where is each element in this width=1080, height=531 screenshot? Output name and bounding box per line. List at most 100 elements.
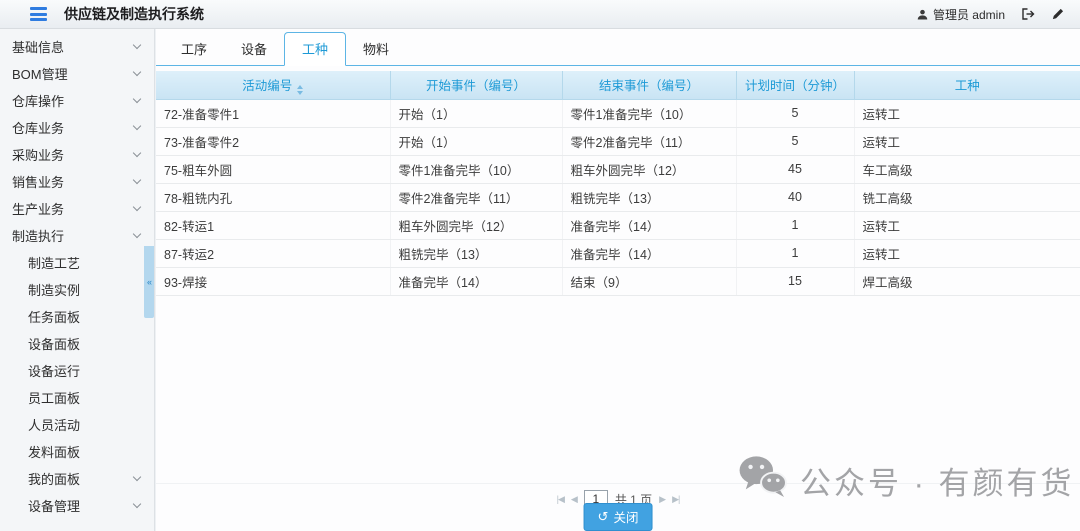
column-header-label: 计划时间（分钟） <box>744 79 845 94</box>
table-cell: 93-焊接 <box>156 267 391 296</box>
hamburger-menu-icon[interactable] <box>30 5 47 24</box>
table-row[interactable]: 87-转运2 粗铣完毕（13） 准备完毕（14） 1 运转工 <box>156 239 1080 268</box>
next-page-icon[interactable]: ▶ <box>659 493 666 504</box>
column-header[interactable]: 工种 <box>854 71 1080 100</box>
chevron-down-icon <box>132 229 142 239</box>
sidebar-item-label: 仓库业务 <box>12 121 65 136</box>
last-page-icon[interactable]: ▶| <box>672 493 680 504</box>
chevron-down-icon <box>132 40 142 50</box>
chevron-down-icon <box>132 472 142 482</box>
tab-工种[interactable]: 工种 <box>284 32 347 66</box>
sidebar-item[interactable]: 采购业务 <box>0 141 154 168</box>
sidebar-item[interactable]: 设备管理 <box>0 492 154 519</box>
sidebar-item[interactable]: BOM管理 <box>0 60 154 87</box>
sidebar-item[interactable]: 任务面板 <box>0 303 154 330</box>
tab-设备[interactable]: 设备 <box>241 42 268 57</box>
sidebar-item[interactable]: 员工面板 <box>0 384 154 411</box>
table-cell: 72-准备零件1 <box>156 99 391 128</box>
column-header[interactable]: 结束事件（编号） <box>562 71 737 100</box>
column-header[interactable]: 计划时间（分钟） <box>736 71 855 100</box>
app-title: 供应链及制造执行系统 <box>64 6 204 22</box>
table-cell: 45 <box>736 155 855 184</box>
column-header[interactable]: 开始事件（编号） <box>390 71 563 100</box>
sidebar-item-label: 销售业务 <box>12 175 65 190</box>
table-cell: 准备完毕（14） <box>562 211 737 240</box>
tab-工序[interactable]: 工序 <box>181 42 208 57</box>
table-row[interactable]: 73-准备零件2 开始（1） 零件2准备完毕（11） 5 运转工 <box>156 127 1080 156</box>
sidebar-collapse-handle[interactable]: « <box>144 246 154 318</box>
table-cell: 运转工 <box>854 99 1080 128</box>
sidebar-item[interactable]: 仓库操作 <box>0 87 154 114</box>
sidebar-item-label: 采购业务 <box>12 148 65 163</box>
sidebar-item[interactable]: 生产业务 <box>0 195 154 222</box>
table-row[interactable]: 78-粗铣内孔 零件2准备完毕（11） 粗铣完毕（13） 40 铣工高级 <box>156 183 1080 212</box>
table-cell: 焊工高级 <box>854 267 1080 296</box>
table-cell: 40 <box>736 183 855 212</box>
edit-pencil-icon[interactable] <box>1051 8 1064 21</box>
close-button-label: 关闭 <box>613 511 639 525</box>
table-cell: 运转工 <box>854 211 1080 240</box>
table-cell: 粗铣完毕（13） <box>562 183 737 212</box>
table-row[interactable]: 93-焊接 准备完毕（14） 结束（9） 15 焊工高级 <box>156 267 1080 296</box>
table-cell: 运转工 <box>854 127 1080 156</box>
prev-page-icon[interactable]: ◀ <box>570 493 578 504</box>
table-cell: 78-粗铣内孔 <box>156 183 391 212</box>
user-chip[interactable]: 管理员 admin <box>917 6 1005 23</box>
chevron-down-icon <box>132 121 142 131</box>
close-button[interactable]: ↺ 关闭 <box>583 503 653 531</box>
table-header-row: 活动编号 开始事件（编号） 结束事件（编号） 计划时间（分钟） 工种 <box>156 71 1080 100</box>
sidebar-item-label: 设备面板 <box>28 337 81 352</box>
column-header-label: 开始事件（编号） <box>425 79 526 94</box>
chevron-down-icon <box>132 67 142 77</box>
table-cell: 准备完毕（14） <box>562 239 737 268</box>
sidebar-item-label: 仓库操作 <box>12 94 65 109</box>
table-cell: 82-转运1 <box>156 211 391 240</box>
table-cell: 粗车外圆完毕（12） <box>562 155 737 184</box>
table-cell: 车工高级 <box>854 155 1080 184</box>
table-row[interactable]: 75-粗车外圆 零件1准备完毕（10） 粗车外圆完毕（12） 45 车工高级 <box>156 155 1080 184</box>
sidebar-item[interactable]: 制造执行 <box>0 222 154 249</box>
sidebar-item[interactable]: 设备面板 <box>0 330 154 357</box>
sidebar: 基础信息 BOM管理仓库操作仓库业务采购业务销售业务生产业务制造执行制造工艺制造实… <box>0 29 155 531</box>
sidebar-item[interactable]: 发料面板 <box>0 438 154 465</box>
table-cell: 粗铣完毕（13） <box>390 239 563 268</box>
table-cell: 运转工 <box>854 239 1080 268</box>
tab-bar: 工序 设备 工种 物料 <box>156 29 1080 66</box>
tab-物料[interactable]: 物料 <box>363 42 390 57</box>
table-cell: 粗车外圆完毕（12） <box>390 211 563 240</box>
sidebar-item[interactable]: 制造工艺 <box>0 249 154 276</box>
sidebar-item[interactable]: 人员活动 <box>0 411 154 438</box>
first-page-icon[interactable]: |◀ <box>556 493 565 504</box>
work-type-table: 活动编号 开始事件（编号） 结束事件（编号） 计划时间（分钟） 工种 72-准备零件1 开… <box>156 71 1080 296</box>
sidebar-item-label: 设备运行 <box>28 364 81 379</box>
chevron-down-icon <box>132 148 142 158</box>
sidebar-item-label: 制造执行 <box>12 229 65 244</box>
sidebar-item[interactable]: 制造实例 <box>0 276 154 303</box>
column-header-label: 结束事件（编号） <box>598 79 699 94</box>
table-cell: 75-粗车外圆 <box>156 155 391 184</box>
chevron-down-icon <box>132 94 142 104</box>
chevron-down-icon <box>132 499 142 509</box>
table-cell: 零件2准备完毕（11） <box>390 183 563 212</box>
chevron-down-icon <box>132 175 142 185</box>
table-cell: 73-准备零件2 <box>156 127 391 156</box>
sidebar-item-label: 任务面板 <box>28 310 81 325</box>
table-row[interactable]: 82-转运1 粗车外圆完毕（12） 准备完毕（14） 1 运转工 <box>156 211 1080 240</box>
sort-icon[interactable] <box>297 84 304 95</box>
table-cell: 1 <box>736 239 855 268</box>
chevron-down-icon <box>132 202 142 212</box>
sidebar-item[interactable]: 基础信息 <box>0 33 154 60</box>
sidebar-item[interactable]: 设备运行 <box>0 357 154 384</box>
table-cell: 零件1准备完毕（10） <box>390 155 563 184</box>
column-header[interactable]: 活动编号 <box>156 71 391 100</box>
column-header-label: 活动编号 <box>242 78 293 93</box>
sidebar-item-label: 制造工艺 <box>28 256 81 271</box>
table-row[interactable]: 72-准备零件1 开始（1） 零件1准备完毕（10） 5 运转工 <box>156 99 1080 128</box>
undo-icon: ↺ <box>597 508 609 524</box>
sidebar-item[interactable]: 销售业务 <box>0 168 154 195</box>
sidebar-menu: 基础信息 BOM管理仓库操作仓库业务采购业务销售业务生产业务制造执行制造工艺制造实… <box>0 33 154 519</box>
sidebar-item-label: 人员活动 <box>28 418 81 433</box>
sidebar-item[interactable]: 我的面板 <box>0 465 154 492</box>
logout-icon[interactable] <box>1021 8 1035 20</box>
sidebar-item[interactable]: 仓库业务 <box>0 114 154 141</box>
